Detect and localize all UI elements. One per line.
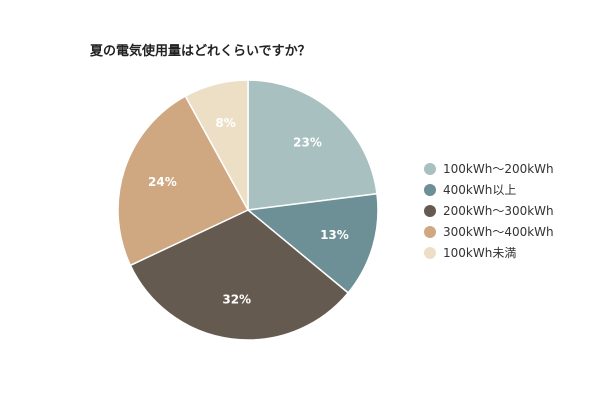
pie-slice-3 (117, 95, 250, 267)
pie-data-label-4: 8% (215, 116, 235, 130)
chart-legend: 100kWh～200kWh 400kWh以上 200kWh～300kWh 300kWh… (424, 158, 554, 263)
legend-swatch-4 (424, 246, 436, 259)
legend-label-3: 300kWh～400kWh (443, 225, 554, 239)
legend-label-0: 100kWh～200kWh (443, 162, 554, 176)
pie-data-label-0: 23% (293, 135, 322, 149)
legend-item-4[interactable]: 100kWh未満 (424, 242, 554, 263)
pie-slice-2 (129, 209, 350, 341)
legend-swatch-0 (424, 162, 436, 175)
pie-data-label-2: 32% (222, 292, 251, 306)
pie-slice-0 (247, 79, 378, 211)
legend-label-1: 400kWh以上 (443, 183, 517, 197)
legend-swatch-1 (424, 183, 436, 196)
legend-item-2[interactable]: 200kWh～300kWh (424, 200, 554, 221)
pie-data-label-1: 13% (320, 228, 349, 242)
legend-swatch-3 (424, 225, 436, 238)
pie-slice-1 (246, 192, 379, 294)
legend-swatch-2 (424, 204, 436, 217)
chart-title: 夏の電気使用量はどれくらいですか？ (90, 44, 311, 59)
legend-label-2: 200kWh～300kWh (443, 204, 554, 218)
legend-item-0[interactable]: 100kWh～200kWh (424, 158, 554, 179)
legend-item-3[interactable]: 300kWh～400kWh (424, 221, 554, 242)
pie-data-label-3: 24% (148, 175, 177, 189)
pie-slice-4 (184, 79, 249, 211)
legend-item-1[interactable]: 400kWh以上 (424, 179, 554, 200)
legend-label-4: 100kWh未満 (443, 246, 517, 260)
